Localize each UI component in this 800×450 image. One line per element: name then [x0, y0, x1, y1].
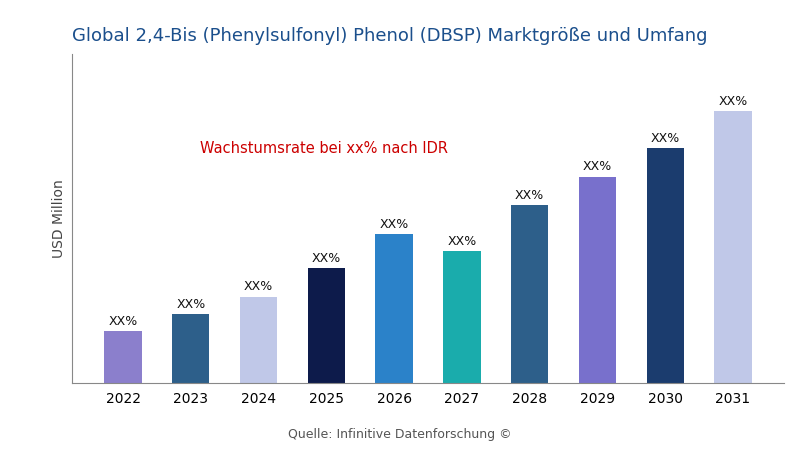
Y-axis label: USD Million: USD Million: [53, 179, 66, 257]
Text: XX%: XX%: [650, 132, 680, 145]
Text: XX%: XX%: [244, 280, 273, 293]
Text: XX%: XX%: [718, 94, 748, 108]
Text: Quelle: Infinitive Datenforschung ©: Quelle: Infinitive Datenforschung ©: [288, 428, 512, 441]
Bar: [714, 111, 752, 382]
Bar: [308, 268, 345, 382]
Text: XX%: XX%: [176, 297, 206, 310]
Text: XX%: XX%: [108, 315, 138, 328]
Text: XX%: XX%: [312, 252, 341, 265]
Text: XX%: XX%: [447, 234, 477, 248]
Text: Wachstumsrate bei xx% nach IDR: Wachstumsrate bei xx% nach IDR: [200, 140, 448, 156]
Bar: [375, 234, 413, 382]
Text: XX%: XX%: [583, 160, 612, 173]
Bar: [443, 251, 481, 382]
Bar: [646, 148, 684, 382]
Bar: [104, 331, 142, 382]
Bar: [172, 314, 210, 382]
Text: XX%: XX%: [379, 217, 409, 230]
Bar: [240, 297, 277, 382]
Bar: [511, 205, 548, 382]
Text: Global 2,4-Bis (Phenylsulfonyl) Phenol (DBSP) Marktgröße und Umfang: Global 2,4-Bis (Phenylsulfonyl) Phenol (…: [72, 27, 707, 45]
Bar: [579, 177, 616, 382]
Text: XX%: XX%: [515, 189, 544, 202]
